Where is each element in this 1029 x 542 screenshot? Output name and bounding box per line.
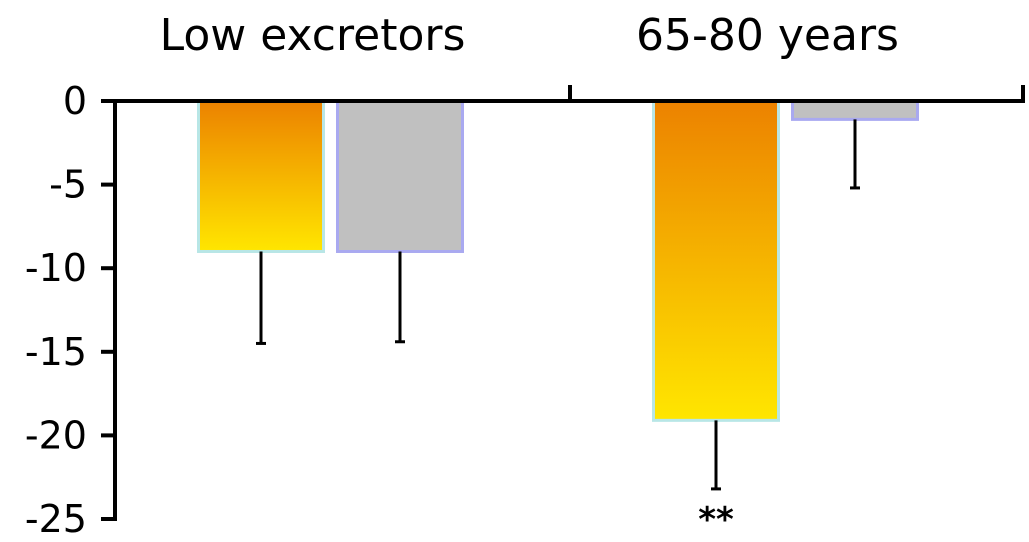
y-tick-label: -10	[25, 246, 87, 290]
category-label: 65-80 years	[636, 10, 899, 61]
bar-0-1	[336, 99, 464, 253]
y-tick-label: -15	[25, 330, 87, 374]
bar-1-0	[652, 99, 780, 422]
y-tick-label: 0	[63, 79, 87, 123]
y-tick-label: -5	[49, 163, 87, 207]
axes-layer	[101, 85, 1025, 521]
significance-annotation: **	[698, 500, 734, 540]
y-tick-label: -25	[25, 497, 87, 541]
labels-layer: 0 -5 -10 -15 -20 -25 Low excretors 65-80 years *…	[25, 10, 899, 541]
y-tick-label: -20	[25, 413, 87, 457]
category-label: Low excretors	[160, 10, 466, 61]
bar-1-1	[791, 99, 919, 121]
bars-layer	[197, 99, 919, 491]
bar-0-0	[197, 99, 325, 253]
